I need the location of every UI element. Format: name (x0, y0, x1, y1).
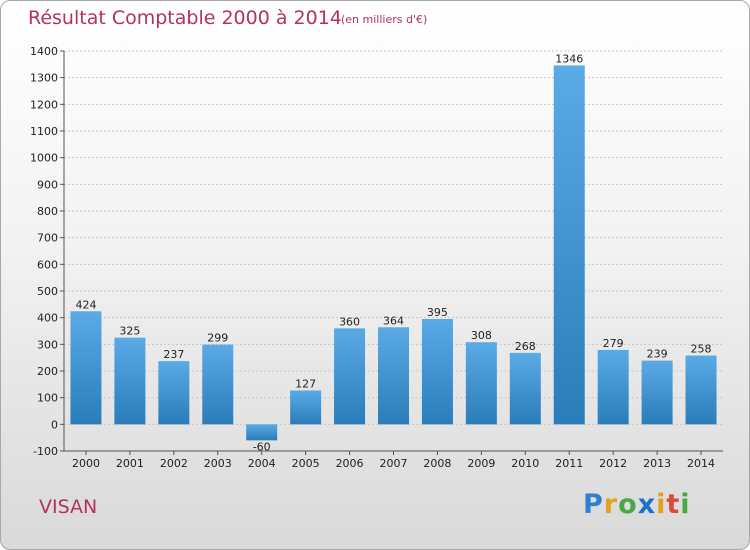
bar (553, 65, 585, 425)
y-tick-label: 800 (37, 205, 58, 218)
x-tick-label: 2010 (511, 457, 539, 470)
y-tick-label: 1100 (30, 125, 58, 138)
bar (378, 327, 409, 425)
axes: -100 0 100 200 300 400 500 600 700 800 900 1000 1100… (30, 45, 723, 470)
bar (421, 319, 453, 425)
y-tick-label: 200 (37, 365, 58, 378)
y-tick-label: 900 (37, 178, 58, 191)
data-label: 364 (383, 314, 404, 327)
y-tick-label: 600 (37, 258, 58, 271)
bar (246, 424, 278, 441)
x-tick-label: 2008 (423, 457, 451, 470)
x-tick-label: 2007 (380, 457, 408, 470)
bar (158, 361, 190, 425)
data-label: 395 (427, 306, 448, 319)
bar (70, 311, 102, 425)
bars (70, 65, 717, 441)
data-label: 360 (339, 315, 360, 328)
data-label: 127 (295, 377, 316, 390)
bar (290, 390, 322, 425)
x-tick-label: 2014 (687, 457, 715, 470)
y-tick-label: 100 (37, 392, 58, 405)
y-tick-label: 0 (51, 418, 58, 431)
data-label: -60 (253, 440, 271, 453)
bar (465, 342, 497, 425)
y-tick-label: -100 (33, 445, 58, 458)
y-tick-label: 500 (37, 285, 58, 298)
y-tick-label: 1000 (30, 152, 58, 165)
proxiti-logo: Proxiti (583, 489, 691, 520)
data-label: 308 (471, 329, 492, 342)
bar (509, 352, 541, 425)
y-tick-label: 700 (37, 232, 58, 245)
data-label: 299 (207, 332, 228, 345)
y-tick-label: 1400 (30, 45, 58, 58)
x-tick-label: 2000 (72, 457, 100, 470)
x-tick-label: 2006 (336, 457, 364, 470)
data-label: 237 (163, 348, 184, 361)
x-tick-label: 2005 (292, 457, 320, 470)
bar (334, 328, 366, 425)
chart-subtitle: (en milliers d'€) (341, 13, 428, 26)
town-name: VISAN (39, 496, 98, 518)
chart-title: Résultat Comptable 2000 à 2014 (28, 7, 342, 29)
data-label: 1346 (555, 52, 583, 65)
grid-lines (64, 50, 723, 452)
y-tick-label: 1200 (30, 98, 58, 111)
y-tick-label: 300 (37, 338, 58, 351)
data-label: 424 (75, 298, 96, 311)
bar (597, 349, 629, 425)
x-tick-label: 2001 (116, 457, 144, 470)
x-tick-label: 2002 (160, 457, 188, 470)
x-tick-label: 2009 (467, 457, 495, 470)
data-label: 279 (603, 337, 624, 350)
bar (202, 344, 234, 425)
data-label: 325 (119, 325, 140, 338)
data-label: 268 (515, 340, 536, 353)
data-label: 239 (647, 348, 668, 361)
x-tick-label: 2004 (248, 457, 276, 470)
x-tick-label: 2013 (643, 457, 671, 470)
y-tick-label: 1300 (30, 72, 58, 85)
x-tick-label: 2012 (599, 457, 627, 470)
y-tick-label: 400 (37, 312, 58, 325)
x-tick-label: 2003 (204, 457, 232, 470)
bar (641, 360, 673, 425)
data-label: 258 (691, 343, 712, 356)
bar (685, 355, 717, 425)
x-tick-label: 2011 (555, 457, 583, 470)
bar (114, 337, 146, 425)
data-labels: 424 325 237 299 -60 127 360 364 395 308 268 1346 279… (75, 52, 711, 453)
